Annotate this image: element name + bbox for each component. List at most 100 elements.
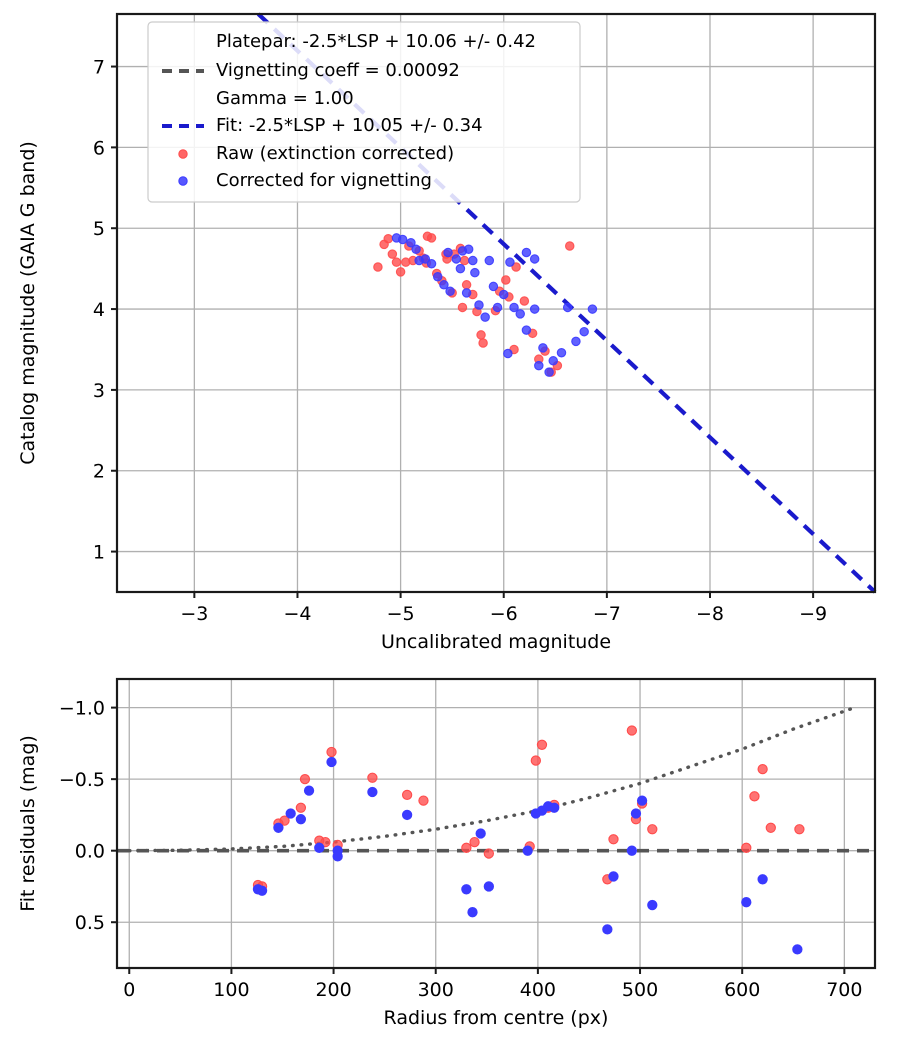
data-point [741, 842, 752, 853]
x-tick-label: −7 [593, 603, 621, 625]
data-point [765, 822, 776, 833]
data-point [432, 271, 443, 282]
data-point [443, 247, 453, 258]
data-point [480, 312, 490, 322]
data-point [391, 257, 402, 267]
x-tick-label: 200 [315, 979, 351, 1001]
legend-entry-label: Platepar: -2.5*LSP + 10.06 +/- 0.42 [216, 31, 536, 52]
y-tick-label: −1.0 [59, 698, 105, 720]
data-point [564, 241, 575, 251]
data-point [647, 824, 658, 835]
data-point [326, 756, 337, 768]
data-point [534, 360, 544, 371]
legend: Platepar: -2.5*LSP + 10.06 +/- 0.42 Vigne… [147, 21, 581, 203]
data-point [483, 881, 494, 892]
data-point [505, 257, 515, 267]
x-tick-label: 600 [724, 979, 760, 1001]
data-point [757, 763, 768, 775]
x-tick-label: −9 [799, 603, 827, 625]
data-point [445, 286, 455, 297]
data-point [536, 739, 548, 750]
data-point [608, 871, 619, 882]
x-tick-label: −5 [387, 603, 415, 625]
data-point [529, 304, 540, 314]
residual-series-corrected [252, 756, 803, 955]
data-point [470, 267, 480, 278]
data-point [515, 309, 525, 319]
data-point [749, 791, 760, 802]
y-tick-label: 7 [93, 57, 105, 79]
data-point [529, 254, 540, 264]
data-point [367, 772, 378, 783]
data-point [387, 249, 398, 259]
data-point [549, 802, 560, 813]
data-point [562, 302, 573, 313]
data-point [451, 254, 462, 264]
legend-entry-label: Gamma = 1.00 [216, 88, 354, 109]
y-tick-label: 4 [93, 299, 105, 321]
data-point [391, 233, 402, 243]
x-axis-label: Radius from centre (px) [384, 1007, 609, 1029]
data-point [636, 795, 648, 806]
data-point [522, 845, 533, 856]
panel-photometric-calibration: −3 −4 −5 −6 −7 −8 −9 1 2 3 4 5 6 7 Uncalibrated magnit… [17, 12, 877, 653]
data-point [418, 795, 429, 806]
data-point [468, 255, 478, 266]
data-point [571, 336, 581, 347]
data-point [373, 262, 383, 272]
data-point [602, 924, 613, 935]
data-point [439, 280, 449, 290]
x-tick-label: −4 [283, 603, 311, 625]
data-point [332, 851, 343, 862]
data-point [587, 304, 598, 314]
data-point [326, 746, 337, 758]
legend-entry-label: Fit: -2.5*LSP + 10.05 +/- 0.34 [216, 115, 483, 136]
x-tick-label: 0 [123, 979, 135, 1001]
residual-series-raw [252, 725, 805, 892]
data-point [461, 884, 472, 895]
x-axis-label: Uncalibrated magnitude [381, 631, 611, 653]
y-tick-label: 2 [93, 461, 105, 483]
data-point [461, 280, 472, 290]
y-tick-label: 6 [93, 137, 105, 159]
data-point [469, 836, 480, 848]
data-point [476, 330, 486, 340]
data-point [521, 325, 532, 335]
data-point [401, 809, 413, 821]
y-tick-label: 1 [93, 542, 105, 564]
data-point [406, 238, 416, 248]
legend-dot-handle [178, 149, 188, 159]
data-point [511, 262, 521, 272]
data-point [647, 899, 658, 911]
data-point [414, 255, 424, 266]
scatter-series-corrected [391, 233, 598, 377]
data-point [794, 824, 805, 835]
y-axis-label: Fit residuals (mag) [17, 735, 39, 912]
x-tick-label: 100 [213, 979, 249, 1001]
data-point [367, 786, 378, 798]
y-tick-label: 0.5 [75, 912, 105, 934]
data-point [741, 897, 752, 908]
data-point [492, 302, 503, 313]
data-point [530, 755, 541, 766]
y-axis-label: Catalog magnitude (GAIA G band) [17, 141, 39, 465]
data-point [579, 326, 589, 337]
y-tick-label: 5 [93, 218, 105, 240]
data-point [295, 802, 307, 813]
data-point [422, 231, 433, 242]
y-tick-label: 0.0 [75, 841, 105, 863]
data-point [279, 815, 290, 826]
data-point [498, 289, 509, 300]
data-point [314, 842, 325, 853]
y-tick-label: −0.5 [59, 769, 105, 791]
data-point [411, 244, 421, 254]
data-point [548, 356, 558, 366]
x-tick-label: 700 [826, 979, 862, 1001]
legend-dot-handle [178, 176, 188, 186]
data-point [459, 255, 470, 266]
data-point [626, 845, 638, 856]
data-point [474, 300, 484, 310]
data-point [461, 288, 472, 298]
